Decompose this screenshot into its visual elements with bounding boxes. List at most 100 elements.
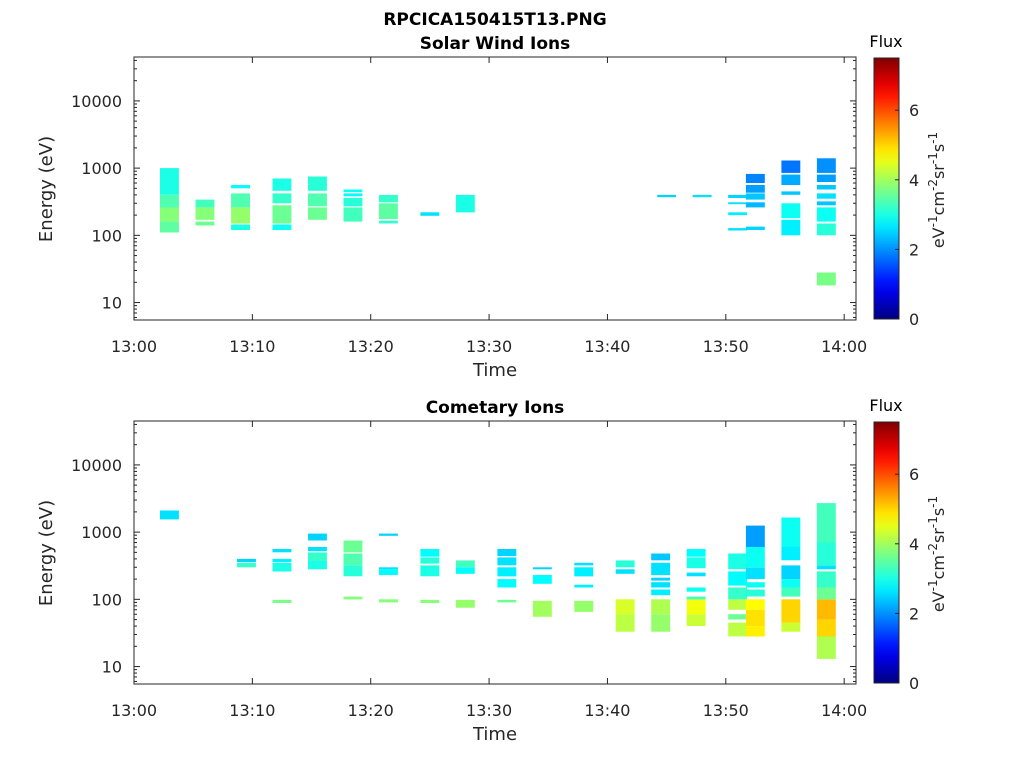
spectrogram-bin bbox=[379, 599, 398, 603]
spectrogram-bin bbox=[343, 189, 363, 192]
spectrogram-bin bbox=[574, 600, 594, 612]
spectrogram-bin bbox=[745, 525, 765, 547]
spectrogram-bin bbox=[745, 626, 765, 637]
spectrogram-bin bbox=[686, 572, 706, 577]
spectrogram-bin bbox=[231, 207, 250, 224]
y-tick-label: 100 bbox=[91, 590, 122, 609]
spectrogram-bin bbox=[816, 185, 836, 190]
x-axis: 13:00 13:10 13:20 13:30 13:40 13:50 14:00 bbox=[111, 57, 867, 356]
unit-exponent: -2 bbox=[926, 179, 940, 191]
spectrogram-bin bbox=[745, 547, 765, 568]
spectrogram-bin bbox=[816, 174, 836, 182]
spectrogram-bin bbox=[308, 547, 327, 552]
colorbar-tick-label: 4 bbox=[909, 535, 919, 554]
spectrogram-bin bbox=[745, 589, 765, 597]
spectrogram-bin bbox=[816, 619, 836, 637]
spectrogram-bin bbox=[686, 587, 706, 592]
spectrogram-bin bbox=[160, 168, 179, 195]
spectrogram-bin bbox=[272, 549, 292, 553]
spectrogram-bin bbox=[160, 221, 179, 233]
y-tick-label: 10000 bbox=[71, 92, 122, 111]
spectrogram-bin bbox=[781, 191, 801, 195]
unit-symbol: cm bbox=[929, 555, 948, 579]
spectrogram-bin bbox=[615, 614, 635, 632]
unit-symbol: eV bbox=[929, 227, 948, 248]
spectrogram-bin bbox=[816, 571, 836, 588]
spectrogram-bin bbox=[816, 193, 836, 199]
spectrogram-bin bbox=[728, 228, 748, 231]
x-tick-label: 13:20 bbox=[348, 701, 394, 720]
spectrogram-bin bbox=[455, 194, 475, 213]
spectrogram-bin bbox=[231, 224, 250, 230]
spectrogram-bin bbox=[781, 517, 801, 547]
spectrogram-bin bbox=[816, 503, 836, 543]
spectrogram-bin bbox=[686, 549, 706, 557]
spectrogram-bin bbox=[308, 552, 327, 561]
spectrogram-bin bbox=[745, 173, 765, 183]
spectrogram-bin bbox=[308, 207, 327, 220]
x-tick-label: 13:40 bbox=[584, 701, 630, 720]
spectrogram-bin bbox=[651, 553, 671, 561]
unit-symbol: sr bbox=[929, 528, 948, 543]
spectrogram-bin bbox=[728, 614, 748, 620]
spectrogram-bin bbox=[615, 569, 635, 574]
spectrogram-bin bbox=[574, 567, 594, 577]
unit-symbol: sr bbox=[929, 164, 948, 179]
spectrogram-bin bbox=[745, 599, 765, 610]
spectrogram-bin bbox=[781, 160, 801, 173]
spectrogram-bin bbox=[781, 587, 801, 597]
spectrogram-bin bbox=[728, 553, 748, 570]
spectrogram-bin bbox=[420, 565, 440, 577]
spectrogram-bin bbox=[343, 207, 363, 222]
unit-exponent: -1 bbox=[926, 496, 940, 508]
spectrogram-bin bbox=[160, 194, 179, 208]
spectrogram-bin bbox=[379, 194, 398, 203]
unit-exponent: -1 bbox=[926, 215, 940, 227]
spectrogram-bin bbox=[160, 510, 179, 520]
spectrogram-bin bbox=[237, 558, 256, 562]
spectrogram-bin bbox=[781, 579, 801, 588]
colorbar-units: eV-1cm-2sr-1s-1 bbox=[926, 496, 948, 612]
x-tick-label: 13:20 bbox=[348, 337, 394, 356]
spectrogram-bin bbox=[728, 194, 748, 198]
spectrogram-bin bbox=[343, 596, 363, 600]
unit-exponent: -1 bbox=[926, 132, 940, 144]
spectrogram-bin bbox=[455, 567, 475, 574]
spectrogram-bin bbox=[497, 579, 517, 588]
panel-title: Cometary Ions bbox=[426, 398, 565, 418]
unit-symbol: eV bbox=[929, 591, 948, 612]
spectrogram-bin bbox=[272, 562, 292, 572]
spectrogram-bin bbox=[686, 557, 706, 569]
solar-wind-ions-panel: Solar Wind Ions 10 100 1000 10000 13:00 13:1… bbox=[36, 32, 948, 381]
colorbar-tick-label: 2 bbox=[909, 604, 919, 623]
spectrogram-bin bbox=[781, 622, 801, 632]
y-tick-label: 1000 bbox=[81, 523, 122, 542]
x-tick-label: 13:50 bbox=[703, 337, 749, 356]
spectrogram-bin bbox=[686, 614, 706, 626]
y-axis-label: Energy (eV) bbox=[36, 500, 57, 606]
spectrogram-bin bbox=[497, 567, 517, 577]
x-tick-label: 13:40 bbox=[584, 337, 630, 356]
colorbar bbox=[873, 421, 900, 684]
x-tick-label: 13:10 bbox=[229, 701, 275, 720]
colorbar-tick-label: 6 bbox=[909, 465, 919, 484]
spectrogram-bin bbox=[745, 185, 765, 193]
spectrogram-bin bbox=[231, 193, 250, 208]
spectrogram-bin bbox=[728, 622, 748, 637]
spectrogram-bin bbox=[651, 582, 671, 588]
spectrogram-bin bbox=[816, 542, 836, 566]
spectrogram-bin bbox=[781, 547, 801, 561]
spectrogram-bin bbox=[781, 219, 801, 236]
spectrogram-bin bbox=[816, 223, 836, 236]
spectrogram-bin bbox=[343, 565, 363, 577]
spectrogram-bin bbox=[574, 562, 594, 566]
spectrogram-bin bbox=[455, 560, 475, 568]
spectrogram-bin bbox=[781, 565, 801, 580]
spectrogram-bin bbox=[781, 174, 801, 185]
spectrogram-bin bbox=[615, 599, 635, 615]
spectrogram-bin bbox=[379, 203, 398, 219]
x-axis: 13:00 13:10 13:20 13:30 13:40 13:50 14:00 bbox=[111, 421, 867, 720]
spectrogram-bin bbox=[497, 549, 517, 556]
spectrogram-bin bbox=[497, 599, 517, 603]
colorbar-ticks: 0 2 4 6 bbox=[895, 101, 919, 329]
